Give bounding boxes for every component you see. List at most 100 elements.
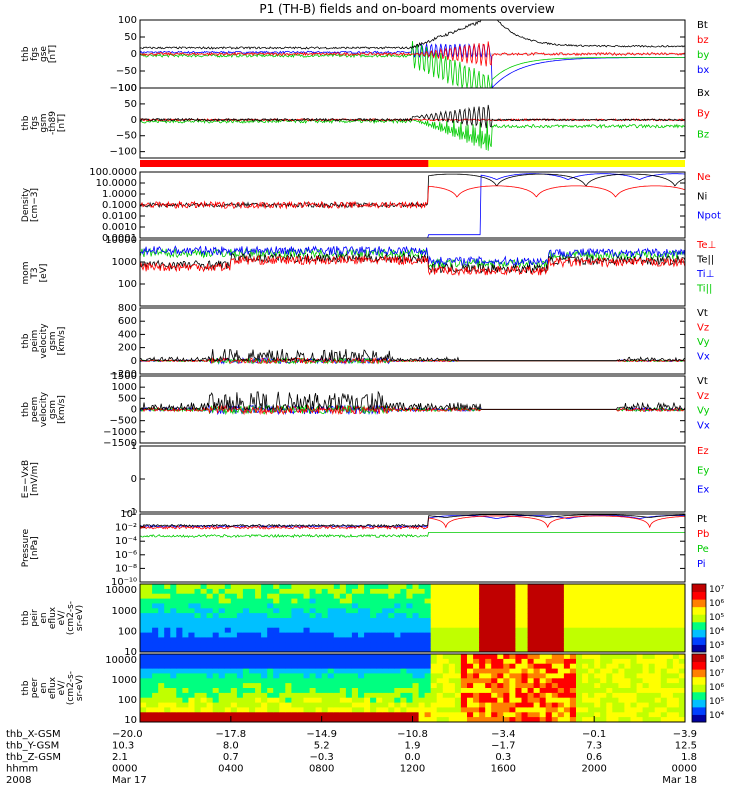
- spectrogram-cell: [678, 642, 686, 648]
- spectrogram-cell: [442, 658, 450, 665]
- panel-ylabel-line: Pressure: [21, 528, 31, 567]
- spectrogram-cell: [672, 647, 680, 653]
- spectrogram-cell: [467, 663, 474, 669]
- spectrogram-cell: [194, 622, 201, 629]
- spectrogram-cell: [448, 707, 456, 713]
- y-tick-label: 1000: [112, 382, 137, 393]
- spectrogram-cell: [400, 593, 407, 599]
- spectrogram-cell: [624, 663, 631, 669]
- spectrogram-cell: [218, 654, 226, 660]
- spectrogram-cell: [345, 658, 353, 665]
- spectrogram-cell: [152, 688, 159, 694]
- spectrogram-cell: [382, 654, 389, 660]
- spectrogram-cell: [557, 707, 565, 713]
- spectrogram-cell: [394, 588, 401, 595]
- spectrogram-cell: [279, 642, 286, 648]
- spectrogram-cell: [491, 593, 498, 599]
- spectrogram-cell: [454, 618, 462, 624]
- colorbar-step: [692, 606, 706, 615]
- y-tick-label: 1000: [112, 675, 137, 686]
- spectrogram-cell: [291, 637, 298, 643]
- spectrogram-cell: [636, 647, 644, 653]
- spectrogram-cell: [557, 688, 565, 694]
- panel-ylabel-line: peer: [30, 677, 40, 698]
- spectrogram-cell: [327, 593, 335, 599]
- spectrogram-cell: [249, 678, 256, 684]
- spectrogram-cell: [279, 707, 286, 713]
- panel-ylabel-line: velocity: [39, 391, 49, 427]
- spectrogram-cell: [297, 678, 304, 684]
- spectrogram-cell: [412, 673, 419, 679]
- spectrogram-cell: [291, 608, 298, 614]
- spectrogram-cell: [206, 673, 214, 679]
- spectrogram-cell: [521, 603, 528, 609]
- spectrogram-cell: [678, 598, 686, 604]
- spectrogram-cell: [436, 593, 444, 599]
- spectrogram-cell: [533, 627, 541, 633]
- spectrogram-cell: [497, 598, 504, 604]
- spectrogram-cell: [327, 707, 335, 713]
- spectrogram-cell: [327, 712, 335, 718]
- spectrogram-cell: [479, 673, 486, 679]
- spectrogram-cell: [152, 707, 159, 713]
- spectrogram-cell: [303, 632, 310, 638]
- spectrogram-cell: [418, 702, 426, 708]
- spectrogram-cell: [557, 603, 565, 609]
- spectrogram-cell: [460, 673, 468, 679]
- spectrogram-cell: [376, 618, 383, 624]
- spectrogram-cell: [576, 632, 583, 638]
- spectrogram-cell: [454, 584, 462, 590]
- spectrogram-cell: [545, 717, 553, 723]
- spectrogram-cell: [636, 622, 644, 629]
- series-line-Vt: [139, 390, 686, 411]
- spectrogram-cell: [236, 598, 244, 604]
- y-tick-label: −1: [122, 507, 137, 518]
- spectrogram-cell: [182, 613, 189, 619]
- spectrogram-cell: [594, 658, 601, 665]
- spectrogram-cell: [364, 658, 371, 665]
- spectrogram-cell: [158, 678, 165, 684]
- spectrogram-cell: [242, 697, 250, 703]
- spectrogram-cell: [212, 702, 220, 708]
- spectrogram-cell: [152, 717, 159, 723]
- spectrogram-cell: [206, 608, 214, 614]
- spectrogram-cell: [636, 608, 644, 614]
- spectrogram-cell: [164, 692, 171, 699]
- spectrogram-cell: [327, 663, 335, 669]
- y-tick-label: 10⁰: [120, 509, 137, 520]
- y-tick-label: 0: [131, 356, 137, 367]
- spectrogram-cell: [309, 663, 317, 669]
- spectrogram-cell: [351, 593, 359, 599]
- spectrogram-cell: [533, 647, 541, 653]
- spectrogram-cell: [654, 688, 662, 694]
- spectrogram-cell: [206, 647, 214, 653]
- spectrogram-cell: [576, 702, 583, 708]
- spectrogram-cell: [497, 697, 504, 703]
- y-tick-label: 500: [118, 393, 137, 404]
- spectrogram-cell: [491, 712, 498, 718]
- spectrogram-cell: [351, 663, 359, 669]
- spectrogram-cell: [406, 678, 413, 684]
- spectrogram-cell: [515, 678, 522, 684]
- spectrogram-cell: [255, 717, 262, 723]
- spectrogram-cell: [588, 637, 595, 643]
- spectrogram-cell: [351, 647, 359, 653]
- spectrogram-cell: [491, 608, 498, 614]
- spectrogram-cell: [533, 678, 541, 684]
- spectrogram-cell: [394, 618, 401, 624]
- spectrogram-cell: [230, 598, 238, 604]
- spectrogram-cell: [582, 637, 589, 643]
- spectrogram-cell: [164, 603, 171, 609]
- spectrogram-cell: [327, 598, 335, 604]
- spectrogram-cell: [406, 637, 413, 643]
- colorbar-step: [692, 591, 706, 600]
- y-tick-label: −1500: [103, 438, 137, 449]
- spectrogram-cell: [551, 707, 559, 713]
- spectrogram-cell: [303, 618, 310, 624]
- spectrogram-cell: [345, 603, 353, 609]
- spectrogram-cell: [212, 637, 220, 643]
- spectrogram-cell: [376, 717, 383, 723]
- spectrogram-cell: [188, 678, 195, 684]
- spectrogram-cell: [594, 707, 601, 713]
- spectrogram-cell: [242, 673, 250, 679]
